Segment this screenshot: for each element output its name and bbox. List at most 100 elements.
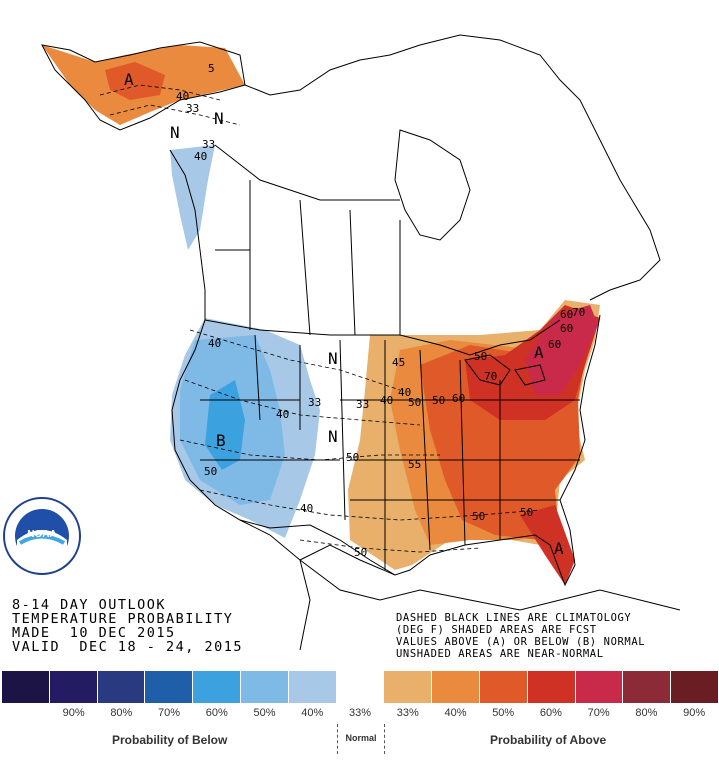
contour-value: 33 bbox=[186, 102, 199, 115]
mexico bbox=[299, 559, 681, 611]
legend-swatch bbox=[145, 671, 194, 703]
legend-swatch bbox=[97, 671, 146, 703]
map-note: UNSHADED AREAS ARE NEAR-NORMAL bbox=[396, 648, 604, 660]
map-notes: DASHED BLACK LINES ARE CLIMATOLOGY (DEG … bbox=[396, 612, 645, 660]
central-normal-label: N bbox=[328, 427, 338, 446]
legend-tick: 70% bbox=[587, 707, 610, 719]
legend-below-title: Probability of Below bbox=[112, 733, 228, 747]
northeast-above-label: A bbox=[534, 343, 544, 362]
canada-arctic-coast bbox=[244, 34, 661, 301]
map-note: DASHED BLACK LINES ARE CLIMATOLOGY bbox=[396, 612, 632, 624]
legend-tick: 50% bbox=[253, 707, 276, 719]
noaa-logo-text: NOAA bbox=[27, 529, 56, 540]
alaska-coast bbox=[41, 41, 246, 131]
legend-tick: 80% bbox=[110, 707, 133, 719]
climatology-line bbox=[189, 329, 401, 391]
contour-value: 40 bbox=[380, 394, 393, 407]
west-below-label: B bbox=[216, 431, 226, 450]
contour-value: 40 bbox=[208, 337, 221, 350]
legend-swatch bbox=[479, 671, 528, 703]
legend-tick: 40% bbox=[444, 707, 467, 719]
contour-value: 40 bbox=[194, 150, 207, 163]
alaska-above-core bbox=[105, 62, 165, 100]
canada-provinces bbox=[214, 144, 401, 336]
contour-value: 45 bbox=[392, 356, 405, 369]
legend-labels: 90% 80% 70% 60% 50% 40% 33% 33% 40% 50% … bbox=[2, 707, 718, 721]
contour-value: 40 bbox=[398, 386, 411, 399]
contour-value: 40 bbox=[276, 408, 289, 421]
contour-value: 40 bbox=[300, 502, 313, 515]
legend-swatch bbox=[432, 671, 480, 703]
legend-tick: 90% bbox=[683, 707, 706, 719]
outlook-valid-dates: VALID DEC 18 - 24, 2015 bbox=[12, 639, 244, 655]
legend-above-title: Probability of Above bbox=[490, 733, 607, 747]
legend-tick: 60% bbox=[205, 707, 228, 719]
legend-swatch bbox=[527, 671, 576, 703]
legend-swatch bbox=[623, 671, 672, 703]
central-normal-label: N bbox=[328, 349, 338, 368]
legend-swatch bbox=[384, 671, 433, 703]
legend-tick: 33% bbox=[396, 707, 419, 719]
legend-tick: 80% bbox=[635, 707, 658, 719]
contour-value: 50 bbox=[474, 350, 487, 363]
legend-normal-title: Normal bbox=[337, 724, 385, 754]
outlook-made-date: MADE 10 DEC 2015 bbox=[12, 625, 176, 641]
contour-value: 5 bbox=[208, 62, 215, 75]
noaa-logo: NOAA bbox=[3, 497, 81, 575]
northeast-above-80 bbox=[525, 305, 598, 395]
legend-tick: 50% bbox=[492, 707, 515, 719]
contour-value: 60 bbox=[452, 392, 465, 405]
climatology-line bbox=[299, 539, 481, 553]
contour-value: 50 bbox=[472, 510, 485, 523]
climatology-line bbox=[109, 104, 241, 126]
legend-tick: 33% bbox=[348, 707, 372, 719]
contour-value: 60 bbox=[548, 338, 561, 351]
outlook-map: NOAA A N N B N N A A 40 5 33 40 33 40 50… bbox=[3, 34, 681, 651]
legend-swatch bbox=[671, 671, 718, 703]
legend-swatch bbox=[193, 671, 241, 703]
contour-value: 55 bbox=[408, 458, 421, 471]
legend-tick: 70% bbox=[158, 707, 181, 719]
legend-swatch bbox=[288, 671, 337, 703]
legend-tick: 90% bbox=[62, 707, 85, 719]
alaska-normal-label: N bbox=[170, 123, 180, 142]
contour-value: 70 bbox=[484, 370, 497, 383]
map-note: (DEG F) SHADED AREAS ARE FCST bbox=[396, 624, 597, 636]
alaska-normal-label: N bbox=[214, 109, 224, 128]
contour-value: 33 bbox=[202, 138, 215, 151]
contour-value: 33 bbox=[356, 398, 369, 411]
legend-swatch bbox=[49, 671, 98, 703]
outlook-title-block: 8-14 DAY OUTLOOK TEMPERATURE PROBABILITY… bbox=[12, 598, 243, 654]
great-lakes bbox=[464, 354, 546, 386]
contour-value: 50 bbox=[520, 506, 533, 519]
west-coast bbox=[169, 149, 311, 651]
gulf-coast bbox=[299, 314, 601, 587]
legend-swatch bbox=[240, 671, 289, 703]
contour-value: 70 bbox=[572, 306, 585, 319]
alaska-above-label: A bbox=[124, 70, 134, 89]
map-note: VALUES ABOVE (A) OR BELOW (B) NORMAL bbox=[396, 636, 646, 648]
climatology-line bbox=[179, 439, 440, 461]
contour-value: 50 bbox=[204, 465, 217, 478]
contour-value: 60 bbox=[560, 322, 573, 335]
contour-value: 50 bbox=[346, 451, 359, 464]
legend-color-bar bbox=[2, 671, 718, 703]
contour-value: 60 bbox=[560, 308, 573, 321]
legend-swatch bbox=[575, 671, 624, 703]
florida-above-label: A bbox=[554, 539, 564, 558]
contour-value: 50 bbox=[408, 396, 421, 409]
florida-above-70 bbox=[520, 505, 575, 585]
contour-value: 50 bbox=[354, 546, 367, 559]
pacific-nw-below-region bbox=[170, 145, 215, 250]
us-mexico-border bbox=[239, 519, 396, 576]
outlook-subtitle: TEMPERATURE PROBABILITY bbox=[12, 611, 234, 627]
contour-value: 40 bbox=[176, 90, 189, 103]
legend-swatch bbox=[336, 671, 385, 703]
contour-value: 33 bbox=[308, 396, 321, 409]
climatology-line bbox=[199, 489, 541, 521]
us-canada-border bbox=[204, 319, 561, 356]
state-lines bbox=[200, 334, 580, 570]
legend-swatch bbox=[2, 671, 50, 703]
legend-tick: 40% bbox=[301, 707, 324, 719]
legend-tick bbox=[2, 707, 50, 721]
